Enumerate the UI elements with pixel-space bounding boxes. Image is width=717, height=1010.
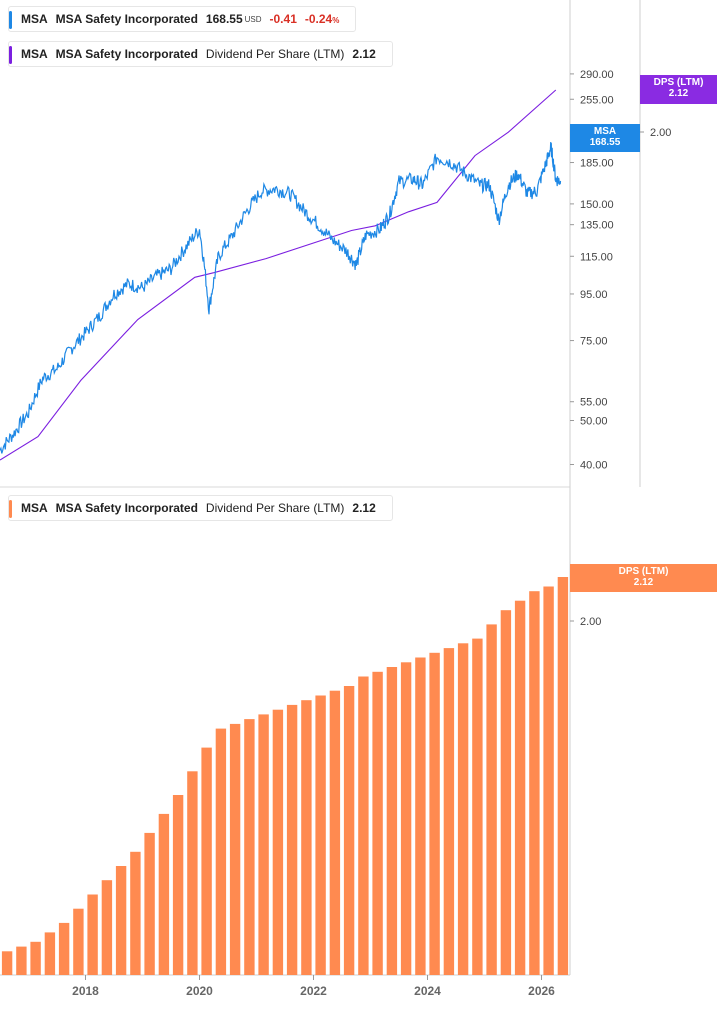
dps-top-tag-value: 2.12 (668, 88, 689, 99)
dps-bar-10 (144, 832, 155, 975)
dps-bar-34 (486, 624, 497, 975)
dps-bar-30 (429, 652, 440, 975)
legend-dps-bottom-value: 2.12 (352, 501, 376, 515)
dps-bar-20 (286, 704, 298, 975)
x-axis-ticks: 2018 2020 2022 2024 2026 (72, 975, 555, 998)
price-tick-label-0: 290.00 (580, 69, 614, 81)
dps-bar-39 (557, 577, 569, 975)
price-tick-label-10: 50.00 (580, 416, 608, 428)
dps-bar-24 (343, 686, 355, 975)
dps-bar-11 (158, 813, 170, 975)
price-tick-label-6: 115.00 (580, 251, 613, 263)
legend-price[interactable]: MSA MSA Safety Incorporated 168.55 USD -… (8, 6, 357, 32)
legend-dps-bottom-metric: Dividend Per Share (LTM) (205, 501, 345, 515)
price-tick-label-3: 185.00 (580, 158, 614, 170)
dps-top-axis-label: 2.00 (650, 127, 671, 139)
dps-bar-7 (101, 880, 113, 975)
legend-price-change-pct-value: -0.24 (304, 12, 333, 26)
dps-bottom-axis-tick: 2.00 (570, 616, 601, 628)
dps-bar-23 (329, 690, 341, 975)
dps-line-series (0, 89, 557, 461)
dps-top-tag: DPS (LTM) 2.12 (640, 75, 717, 104)
legend-price-change-pct: -0.24% (305, 12, 339, 26)
dps-bar-16 (229, 723, 241, 975)
dps-bar-15 (215, 728, 227, 975)
price-tick-label-11: 40.00 (580, 460, 608, 472)
dps-bar-19 (272, 709, 284, 975)
legend-price-change-pct-sign: % (332, 16, 340, 25)
dps-bar-27 (386, 667, 398, 975)
dps-bottom-axis-label: 2.00 (580, 616, 601, 628)
price-tick-label-7: 95.00 (580, 289, 608, 301)
legend-dps-bottom-color (9, 500, 12, 518)
dps-bar-3 (44, 932, 56, 975)
legend-dps-top-name: MSA Safety Incorporated (55, 47, 198, 61)
price-tick-label-5: 135.00 (580, 220, 614, 232)
dps-top-axis-tick: 2.00 (640, 127, 671, 139)
x-tick-label-4: 2026 (528, 984, 555, 998)
dps-bar-5 (73, 908, 84, 975)
price-tag: MSA 168.55 (570, 124, 640, 152)
legend-dps-bottom[interactable]: MSA MSA Safety Incorporated Dividend Per… (8, 495, 393, 521)
dps-bar-1 (16, 946, 27, 975)
price-tick-label-1: 255.00 (580, 94, 614, 106)
dps-bar-2 (30, 941, 41, 975)
x-tick-label-3: 2024 (414, 984, 441, 998)
dps-bar-17 (244, 719, 255, 975)
dps-bar-12 (172, 795, 184, 975)
dps-bar-36 (514, 600, 526, 975)
price-tick-label-9: 55.00 (580, 397, 608, 409)
legend-price-value: 168.55 (205, 12, 243, 26)
dps-bar-6 (87, 894, 98, 975)
legend-price-name: MSA Safety Incorporated (55, 12, 198, 26)
legend-price-change: -0.41 (269, 12, 297, 26)
dps-bar-series (1, 577, 569, 975)
legend-dps-top-color (9, 46, 12, 64)
dps-bar-9 (130, 851, 141, 975)
dps-bar-28 (400, 662, 412, 975)
x-tick-label-2: 2022 (300, 984, 327, 998)
dps-bar-0 (1, 951, 13, 975)
dps-bar-33 (472, 638, 483, 975)
legend-dps-bottom-ticker: MSA (21, 501, 48, 515)
legend-price-currency: USD (244, 14, 262, 24)
legend-dps-top-metric: Dividend Per Share (LTM) (205, 47, 345, 61)
price-tick-label-4: 150.00 (580, 199, 614, 211)
dps-bar-26 (372, 671, 383, 975)
dps-bar-32 (457, 643, 469, 975)
price-tag-ticker: MSA (593, 126, 617, 137)
dps-bar-29 (415, 657, 426, 975)
dps-bar-18 (258, 714, 269, 975)
dps-bar-13 (187, 771, 198, 975)
price-tick-label-8: 75.00 (580, 336, 608, 348)
price-line-path (0, 142, 562, 454)
dps-bar-35 (500, 610, 512, 975)
dps-bar-38 (543, 586, 554, 975)
dps-bar-8 (115, 866, 127, 975)
dps-bar-31 (443, 648, 455, 975)
legend-price-color (9, 11, 12, 29)
dps-line-path (0, 89, 557, 461)
legend-price-ticker: MSA (21, 12, 48, 26)
x-tick-label-1: 2020 (186, 984, 213, 998)
dps-bar-22 (315, 695, 326, 975)
price-tag-value: 168.55 (589, 137, 621, 148)
dps-bar-25 (358, 676, 369, 975)
legend-dps-top-value: 2.12 (352, 47, 376, 61)
legend-dps-bottom-name: MSA Safety Incorporated (55, 501, 198, 515)
x-tick-label-0: 2018 (72, 984, 99, 998)
dps-bar-21 (301, 700, 312, 975)
dps-bottom-tag-value: 2.12 (633, 577, 654, 588)
dps-bottom-tag: DPS (LTM) 2.12 (570, 564, 717, 592)
dps-bar-14 (201, 747, 212, 975)
dps-top-tag-label: DPS (LTM) (653, 77, 704, 88)
dps-bar-4 (58, 922, 70, 975)
legend-dps-top-ticker: MSA (21, 47, 48, 61)
dps-bottom-tag-label: DPS (LTM) (618, 566, 669, 577)
price-line-series (0, 142, 562, 454)
legend-dps-top[interactable]: MSA MSA Safety Incorporated Dividend Per… (8, 41, 393, 67)
dps-bar-37 (529, 591, 540, 975)
